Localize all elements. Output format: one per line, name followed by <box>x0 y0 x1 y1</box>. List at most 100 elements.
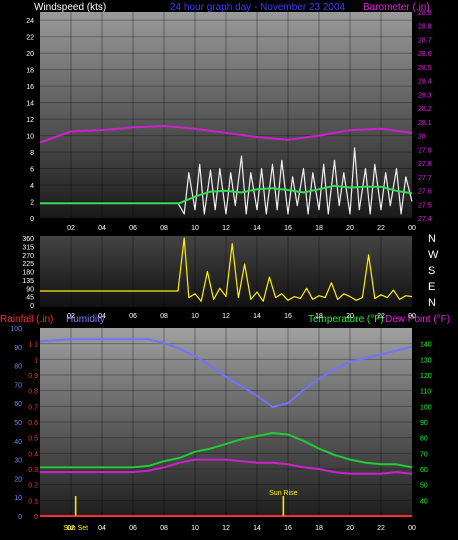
wind-panel-bg <box>40 12 412 218</box>
temperature-tick-label: 100 <box>420 404 432 411</box>
x-tick-label: 22 <box>377 225 385 232</box>
rainfall-tick-label: 0.6 <box>28 420 38 427</box>
x-tick-label: 00 <box>408 225 416 232</box>
temperature-series-line <box>40 432 413 469</box>
windspeed-tick-label: 8 <box>30 150 34 157</box>
barometer-tick-label: 28.8 <box>418 24 432 31</box>
windspeed-tick-label: 16 <box>26 84 34 91</box>
x-tick-label: 20 <box>346 525 354 532</box>
rainfall-tick-label: 0.7 <box>28 404 38 411</box>
temperature-tick-label: 70 <box>420 451 428 458</box>
x-tick-label: 12 <box>222 225 230 232</box>
temperature-tick-label: 50 <box>420 483 428 490</box>
rainfall-tick-label: 0.9 <box>28 373 38 380</box>
barometer-tick-label: 27.4 <box>418 216 432 223</box>
x-tick-label: 22 <box>377 313 385 320</box>
direction-compass-label: S <box>428 265 435 277</box>
x-tick-label: 02 <box>67 225 75 232</box>
x-tick-label: 20 <box>346 225 354 232</box>
x-tick-label: 22 <box>377 525 385 532</box>
x-tick-label: 04 <box>98 525 106 532</box>
barometer-axis-title: Barometer (.in) <box>363 2 430 13</box>
humidity-tick-label: 50 <box>14 420 22 427</box>
sun-event-label: Sun Set <box>63 525 88 532</box>
dewpoint-axis-title: Dew Point (°F) <box>385 314 450 325</box>
windspeed-tick-label: 20 <box>26 51 34 58</box>
x-tick-label: 04 <box>98 225 106 232</box>
barometer-tick-label: 28.2 <box>418 106 432 113</box>
x-tick-label: 00 <box>408 525 416 532</box>
barometer-tick-label: 27.9 <box>418 147 432 154</box>
humidity-axis-title: Humidity <box>66 314 105 325</box>
windspeed-tick-label: 22 <box>26 35 34 42</box>
main-panel-bg <box>40 328 412 516</box>
barometer-tick-label: 28.5 <box>418 65 432 72</box>
windspeed-tick-label: 0 <box>30 216 34 223</box>
barometer-tick-label: 27.6 <box>418 189 432 196</box>
direction-tick-label: 180 <box>22 270 34 277</box>
humidity-tick-label: 40 <box>14 439 22 446</box>
rainfall-tick-label: 1 <box>34 357 38 364</box>
direction-compass-label: N <box>428 233 436 245</box>
x-tick-label: 02 <box>67 313 75 320</box>
temperature-tick-label: 130 <box>420 357 432 364</box>
temperature-tick-label: 60 <box>420 467 428 474</box>
x-tick-label: 08 <box>160 225 168 232</box>
windspeed-tick-label: 24 <box>26 18 34 25</box>
direction-tick-label: 360 <box>22 236 34 243</box>
temperature-tick-label: 80 <box>420 436 428 443</box>
direction-compass-label: W <box>428 249 439 261</box>
x-tick-label: 06 <box>129 525 137 532</box>
x-tick-label: 10 <box>191 525 199 532</box>
sun-event-label: Sun Rise <box>269 490 298 497</box>
humidity-tick-label: 80 <box>14 364 22 371</box>
x-tick-label: 16 <box>284 225 292 232</box>
rainfall-tick-label: 0.5 <box>28 436 38 443</box>
x-tick-label: 06 <box>129 225 137 232</box>
humidity-tick-label: 70 <box>14 382 22 389</box>
barometer-tick-label: 28.6 <box>418 51 432 58</box>
direction-compass-label: N <box>428 297 436 309</box>
barometer-tick-label: 28 <box>418 134 426 141</box>
dewpoint-series-line <box>40 458 413 475</box>
direction-tick-label: 90 <box>26 286 34 293</box>
barometer-tick-label: 28.7 <box>418 37 432 44</box>
temperature-axis-title: Temperature (°F) <box>308 314 384 325</box>
x-tick-label: 20 <box>346 313 354 320</box>
humidity-tick-label: 100 <box>10 326 22 333</box>
barometer-tick-label: 28.3 <box>418 92 432 99</box>
x-tick-label: 14 <box>253 225 261 232</box>
temperature-tick-label: 90 <box>420 420 428 427</box>
humidity-tick-label: 20 <box>14 476 22 483</box>
humidity-series-line <box>39 338 413 408</box>
humidity-tick-label: 90 <box>14 345 22 352</box>
rainfall-tick-label: 0.4 <box>28 451 38 458</box>
windspeed-tick-label: 12 <box>26 117 34 124</box>
barometer-tick-label: 27.5 <box>418 202 432 209</box>
direction-compass-label: E <box>428 281 435 293</box>
windspeed-axis-title: Windspeed (kts) <box>34 2 106 13</box>
direction-tick-label: 45 <box>26 295 34 302</box>
barometer-tick-label: 28.9 <box>418 10 432 17</box>
x-tick-label: 08 <box>160 313 168 320</box>
rainfall-tick-label: 0.2 <box>28 483 38 490</box>
temperature-tick-label: 120 <box>420 373 432 380</box>
direction-tick-label: 0 <box>30 303 34 310</box>
x-tick-label: 18 <box>315 525 323 532</box>
rainfall-tick-label: 0.1 <box>28 498 38 505</box>
graph-title: 24 hour graph day - November 23 2004 <box>170 2 346 13</box>
humidity-tick-label: 0 <box>18 514 22 521</box>
rainfall-tick-label: 0.3 <box>28 467 38 474</box>
x-tick-label: 02 <box>67 525 75 532</box>
rainfall-tick-label: 0 <box>34 514 38 521</box>
rainfall-tick-label: 0.8 <box>28 389 38 396</box>
x-tick-label: 12 <box>222 313 230 320</box>
windspeed-series-line <box>40 147 413 215</box>
windspeed-tick-label: 10 <box>26 134 34 141</box>
windspeed-tick-label: 4 <box>30 183 34 190</box>
x-tick-label: 06 <box>129 313 137 320</box>
direction-tick-label: 225 <box>22 261 34 268</box>
x-tick-label: 18 <box>315 313 323 320</box>
direction-tick-label: 135 <box>22 278 34 285</box>
barometer-tick-label: 27.8 <box>418 161 432 168</box>
